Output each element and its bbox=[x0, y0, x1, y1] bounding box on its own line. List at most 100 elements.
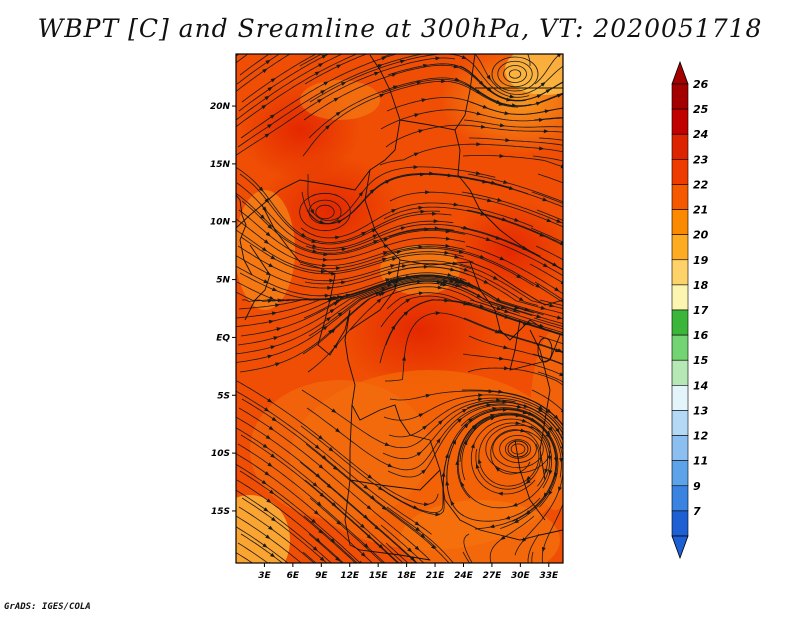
lat-tick-label: 5S bbox=[217, 391, 230, 401]
streamline-arrow bbox=[559, 457, 563, 463]
streamline-arrow bbox=[405, 298, 411, 303]
streamline-arrow bbox=[262, 206, 267, 212]
streamline-arrow bbox=[262, 543, 268, 548]
streamline-arrow bbox=[418, 413, 424, 418]
streamline-arrow bbox=[413, 152, 420, 157]
streamline-arrow bbox=[436, 437, 441, 444]
streamline-arrow bbox=[424, 502, 430, 507]
streamline-arrow bbox=[270, 345, 276, 350]
streamline-arrow bbox=[265, 59, 271, 65]
streamline-arrow bbox=[424, 227, 430, 232]
streamline-arrow bbox=[497, 197, 503, 202]
streamline-arrow bbox=[270, 453, 276, 458]
streamline-arrow bbox=[315, 537, 321, 543]
streamline bbox=[531, 389, 563, 412]
streamline-arrow bbox=[538, 408, 544, 413]
streamlines bbox=[236, 54, 572, 563]
streamline-arrow bbox=[262, 68, 268, 73]
lat-tick-label: EQ bbox=[216, 333, 230, 343]
lon-tick-label: 21E bbox=[426, 571, 446, 581]
streamline bbox=[538, 335, 563, 345]
lon-tick-label: 33E bbox=[539, 571, 559, 581]
streamline bbox=[236, 515, 302, 563]
streamline-arrow bbox=[475, 171, 482, 176]
streamline-arrow bbox=[556, 315, 563, 320]
streamline-arrow bbox=[335, 111, 341, 117]
streamline-arrow bbox=[377, 64, 383, 68]
colorbar-level-label: 18 bbox=[693, 279, 709, 292]
streamline-arrow bbox=[374, 525, 380, 530]
streamline-arrow bbox=[323, 252, 329, 257]
streamline-arrow bbox=[272, 287, 278, 291]
streamline bbox=[236, 479, 345, 563]
streamline-arrow bbox=[311, 239, 317, 243]
streamline-arrow bbox=[276, 327, 282, 332]
streamline-arrow bbox=[314, 444, 320, 450]
streamline-arrow bbox=[539, 232, 545, 237]
streamline-arrow bbox=[341, 280, 347, 285]
streamline-arrow bbox=[335, 299, 341, 304]
colorbar-swatch bbox=[671, 309, 689, 336]
circulation-ring bbox=[485, 424, 551, 474]
streamline-arrow bbox=[521, 418, 528, 423]
streamline-arrow bbox=[391, 324, 396, 330]
streamline-arrow bbox=[267, 86, 273, 92]
streamline-arrow bbox=[410, 556, 416, 562]
circulation-ring bbox=[299, 192, 351, 232]
streamline-arrow bbox=[449, 276, 456, 281]
streamline-arrow bbox=[542, 263, 549, 268]
streamline-arrow bbox=[261, 104, 267, 110]
streamline-arrow bbox=[480, 124, 486, 129]
streamline-arrow bbox=[387, 463, 393, 468]
lon-tick-label: 30E bbox=[511, 571, 531, 581]
streamline-arrow bbox=[268, 319, 274, 324]
colorbar-level-label: 12 bbox=[693, 430, 709, 443]
lon-tick-label: 9E bbox=[315, 571, 328, 581]
streamline-arrow bbox=[416, 80, 422, 85]
streamline bbox=[463, 533, 473, 563]
streamline-arrow bbox=[360, 552, 366, 557]
streamline-arrow bbox=[271, 516, 277, 522]
colorbar-swatch bbox=[671, 284, 689, 311]
streamline-arrow bbox=[265, 434, 271, 440]
streamline-arrow bbox=[271, 311, 278, 316]
streamline-arrow bbox=[463, 267, 469, 272]
streamline-arrow bbox=[454, 77, 461, 82]
streamline-arrow bbox=[496, 398, 502, 403]
streamline-arrow bbox=[264, 471, 270, 476]
streamline-arrow bbox=[489, 524, 495, 529]
streamline bbox=[382, 401, 563, 460]
streamline-arrow bbox=[567, 106, 572, 110]
streamline-arrow bbox=[499, 256, 505, 261]
streamline-arrow bbox=[312, 546, 318, 552]
streamline-arrow bbox=[387, 280, 394, 285]
streamline-arrow bbox=[538, 405, 544, 410]
streamline-arrow bbox=[374, 71, 380, 76]
streamline-arrow bbox=[496, 297, 502, 302]
colorbar-swatch bbox=[671, 485, 689, 512]
streamline-arrow bbox=[445, 243, 451, 248]
streamline bbox=[302, 551, 317, 563]
streamline-arrow bbox=[391, 73, 397, 77]
streamline bbox=[459, 263, 563, 309]
lon-tick-label: 6E bbox=[287, 571, 300, 581]
streamline bbox=[237, 542, 269, 563]
streamline-arrow bbox=[269, 489, 275, 495]
streamline-arrow bbox=[380, 287, 387, 291]
colorbar-level-label: 11 bbox=[693, 455, 708, 468]
colorbar-swatch bbox=[671, 334, 689, 361]
streamline-arrow bbox=[546, 218, 552, 222]
streamline-arrow bbox=[267, 224, 273, 230]
streamline-arrow bbox=[316, 501, 322, 507]
streamline-arrow bbox=[539, 146, 545, 151]
streamline-arrow bbox=[516, 274, 522, 279]
streamline-arrow bbox=[498, 101, 504, 106]
streamline-arrow bbox=[400, 226, 406, 231]
streamline-arrow bbox=[270, 552, 276, 558]
streamline-arrow bbox=[444, 298, 450, 303]
colorbar-swatch bbox=[671, 83, 689, 110]
streamline-arrow bbox=[264, 95, 270, 101]
streamline-arrow bbox=[479, 254, 485, 259]
streamline bbox=[236, 463, 361, 563]
streamline-arrow bbox=[500, 305, 506, 310]
